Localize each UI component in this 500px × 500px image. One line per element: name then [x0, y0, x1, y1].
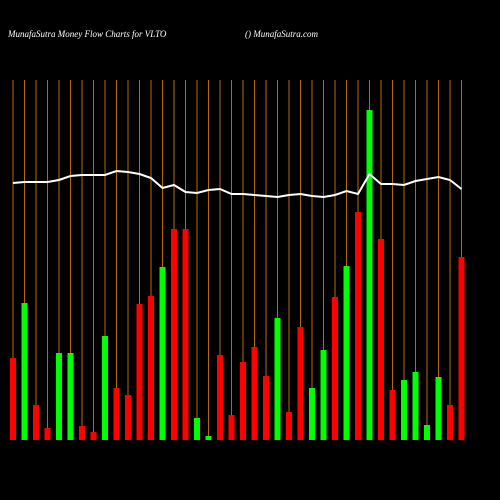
bar: [332, 297, 338, 440]
bar: [389, 390, 396, 440]
bar: [286, 412, 292, 440]
bar: [424, 425, 430, 440]
bar: [113, 388, 120, 440]
bar: [125, 395, 131, 440]
bar: [435, 377, 442, 440]
bar: [240, 362, 246, 440]
bar: [251, 347, 258, 440]
line: [12, 169, 463, 199]
bar: [458, 257, 465, 440]
bar: [228, 415, 235, 440]
bar: [274, 318, 281, 440]
bar: [320, 350, 327, 440]
bar: [21, 303, 28, 440]
bar: [10, 358, 16, 440]
bar: [90, 432, 97, 440]
bar: [148, 296, 154, 440]
chart-subtitle: () MunafaSutra.com: [245, 29, 318, 39]
bar: [366, 110, 373, 440]
bar: [412, 372, 419, 440]
bar: [33, 405, 39, 440]
bar: [205, 436, 212, 440]
bar: [401, 380, 407, 440]
bar: [182, 229, 189, 440]
bar: [309, 388, 315, 440]
chart-title: MunafaSutra Money Flow Charts for VLTO: [7, 29, 167, 39]
bar: [102, 336, 108, 440]
bar: [44, 428, 51, 440]
marks: [10, 110, 465, 440]
bar: [263, 376, 269, 440]
bar: [217, 355, 223, 440]
bar: [67, 353, 74, 440]
bar: [79, 426, 85, 440]
bar: [447, 405, 453, 440]
bar: [343, 266, 350, 440]
bar: [159, 267, 166, 440]
bar: [297, 327, 304, 440]
bar: [378, 239, 384, 440]
bar: [56, 353, 62, 440]
bar: [194, 418, 200, 440]
bar: [171, 229, 177, 440]
bar: [355, 212, 361, 440]
bar: [136, 304, 143, 440]
